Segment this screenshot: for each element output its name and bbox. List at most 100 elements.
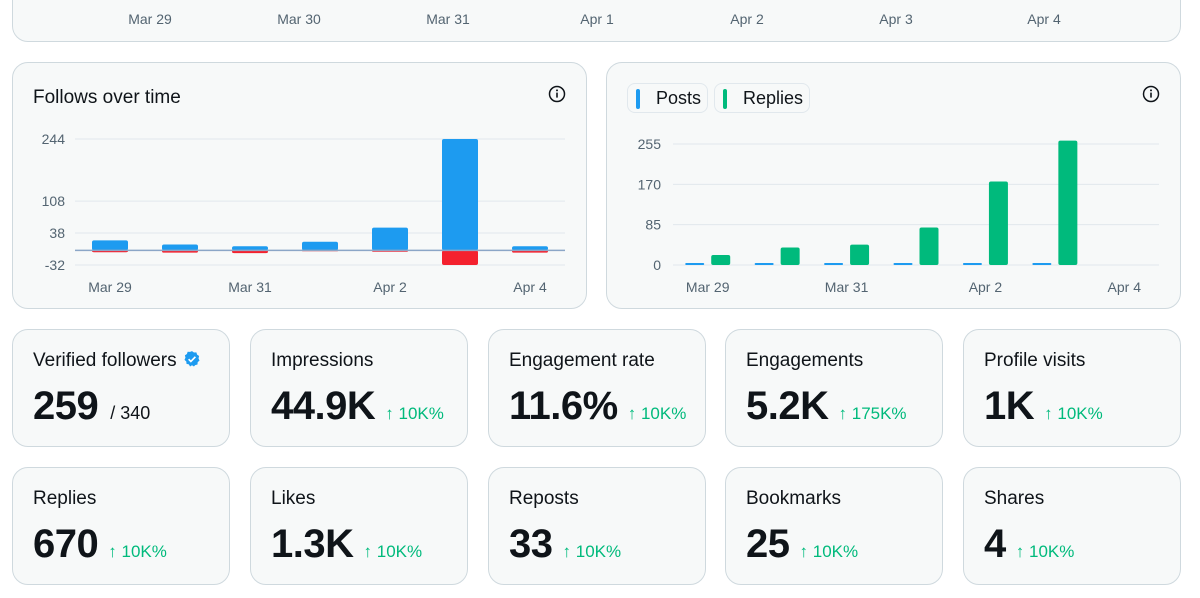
stat-card-likes: Likes 1.3K ↑ 10K% [250, 467, 468, 585]
stat-label: Verified followers [33, 350, 201, 372]
legend-replies[interactable]: Replies [714, 83, 811, 113]
stat-label: Engagement rate [509, 350, 655, 371]
stat-change-value: 10K% [812, 542, 859, 561]
posts-replies-card: Posts Replies 255 170 85 0 Mar 29 Mar 31 Apr 2… [606, 62, 1181, 309]
stat-label: Shares [984, 488, 1045, 509]
x-tick-label: Mar 31 [228, 279, 272, 295]
y-tick-label: -32 [45, 257, 65, 273]
legend-swatch [636, 89, 640, 109]
follows-bar [162, 244, 198, 251]
stat-change: ↑ 10K% [627, 404, 687, 423]
stat-change-value: 10K% [1028, 542, 1075, 561]
x-tick-label: Apr 2 [969, 279, 1003, 295]
stat-card-bookmarks: Bookmarks 25 ↑ 10K% [725, 467, 943, 585]
stat-value: 4 [984, 522, 1006, 566]
stat-value: 5.2K [746, 384, 829, 428]
stat-label: Replies [33, 488, 97, 509]
stat-change-value: 175K% [851, 404, 907, 423]
stat-change-value: 10K% [640, 404, 687, 423]
follows-over-time-card: Follows over time 244 108 38 -32 Mar 29 Mar 3… [12, 62, 587, 309]
stat-card-replies: Replies 670 ↑ 10K% [12, 467, 230, 585]
stat-change: ↑ 10K% [1015, 542, 1075, 561]
stat-row: 44.9K ↑ 10K% [271, 384, 444, 429]
y-tick-label: 0 [653, 257, 661, 273]
stat-change-value: 10K% [376, 542, 423, 561]
posts-bar [685, 263, 705, 265]
follows-bar [372, 227, 408, 251]
y-tick-label: 85 [645, 217, 661, 233]
stat-value: 670 [33, 522, 99, 566]
unfollows-bar [442, 250, 478, 265]
stat-change: ↑ 10K% [1044, 404, 1103, 423]
stat-card-verified-followers: Verified followers 259 / 340 [12, 329, 230, 447]
follows-bar [232, 246, 268, 251]
stat-row: 1.3K ↑ 10K% [271, 522, 422, 567]
stat-row: 25 ↑ 10K% [746, 522, 858, 567]
y-tick-label: 108 [42, 193, 66, 209]
stat-value: 259 [33, 384, 99, 428]
posts-bar [962, 263, 982, 265]
x-tick-label: Apr 3 [879, 11, 913, 27]
stat-row: 4 ↑ 10K% [984, 522, 1074, 567]
stat-card-impressions: Impressions 44.9K ↑ 10K% [250, 329, 468, 447]
stat-card-engagements: Engagements 5.2K ↑ 175K% [725, 329, 943, 447]
stat-change: ↑ 10K% [562, 542, 622, 561]
stat-label: Reposts [509, 488, 579, 509]
stat-row: 1K ↑ 10K% [984, 384, 1103, 429]
stat-row: 5.2K ↑ 175K% [746, 384, 907, 429]
stat-change-value: 10K% [575, 542, 622, 561]
replies-bar [988, 181, 1008, 265]
x-tick-label: Apr 4 [513, 279, 547, 295]
follows-bar [302, 241, 338, 251]
stat-change: ↑ 175K% [838, 404, 907, 423]
stat-value: 11.6% [509, 384, 618, 428]
x-tick-label: Mar 29 [128, 11, 172, 27]
stat-label-text: Verified followers [33, 350, 177, 371]
verified-badge-icon [184, 351, 200, 367]
stat-value: 1K [984, 384, 1035, 428]
card-title: Follows over time [33, 87, 181, 108]
stat-label: Engagements [746, 350, 864, 371]
x-tick-label: Mar 29 [88, 279, 132, 295]
x-tick-label: Mar 30 [277, 11, 321, 27]
replies-bar [780, 247, 800, 265]
stat-label: Impressions [271, 350, 374, 371]
posts-bar [754, 263, 774, 265]
legend-label: Posts [656, 88, 702, 108]
stat-card-shares: Shares 4 ↑ 10K% [963, 467, 1181, 585]
legend-posts[interactable]: Posts [627, 83, 709, 113]
stat-card-profile-visits: Profile visits 1K ↑ 10K% [963, 329, 1181, 447]
stat-change-value: 10K% [121, 542, 167, 561]
replies-bar [1058, 140, 1078, 265]
x-tick-label: Apr 1 [580, 11, 614, 27]
stat-row: 259 / 340 [33, 384, 150, 429]
info-icon[interactable] [548, 85, 566, 103]
x-tick-label: Apr 4 [1108, 279, 1142, 295]
stat-value: 44.9K [271, 384, 376, 428]
stat-label: Bookmarks [746, 488, 842, 509]
stat-change: ↑ 10K% [363, 542, 423, 561]
replies-bar [919, 227, 939, 265]
stat-change-value: 10K% [1057, 404, 1103, 423]
posts-replies-chart: 255 170 85 0 Mar 29 Mar 31 Apr 2 Apr 4 [638, 136, 1159, 295]
stat-row: 11.6% ↑ 10K% [509, 384, 686, 429]
y-tick-label: 244 [42, 131, 66, 147]
x-tick-label: Apr 2 [373, 279, 407, 295]
replies-bar [711, 255, 731, 265]
x-tick-label: Apr 4 [1027, 11, 1061, 27]
posts-bar [824, 263, 844, 265]
stat-label: Likes [271, 488, 316, 509]
x-tick-label: Mar 31 [426, 11, 470, 27]
follows-bar [442, 139, 478, 251]
stat-change: ↑ 10K% [108, 542, 167, 561]
replies-bar [850, 244, 870, 265]
follows-chart: 244 108 38 -32 Mar 29 Mar 31 Apr 2 Apr 4 [42, 131, 565, 295]
y-tick-label: 38 [49, 225, 65, 241]
info-icon[interactable] [1142, 85, 1160, 103]
x-tick-label: Apr 2 [730, 11, 764, 27]
legend-swatch [723, 89, 727, 109]
stat-card-engagement-rate: Engagement rate 11.6% ↑ 10K% [488, 329, 706, 447]
posts-bar [893, 263, 913, 265]
stat-card-reposts: Reposts 33 ↑ 10K% [488, 467, 706, 585]
stat-value: 33 [509, 522, 553, 566]
